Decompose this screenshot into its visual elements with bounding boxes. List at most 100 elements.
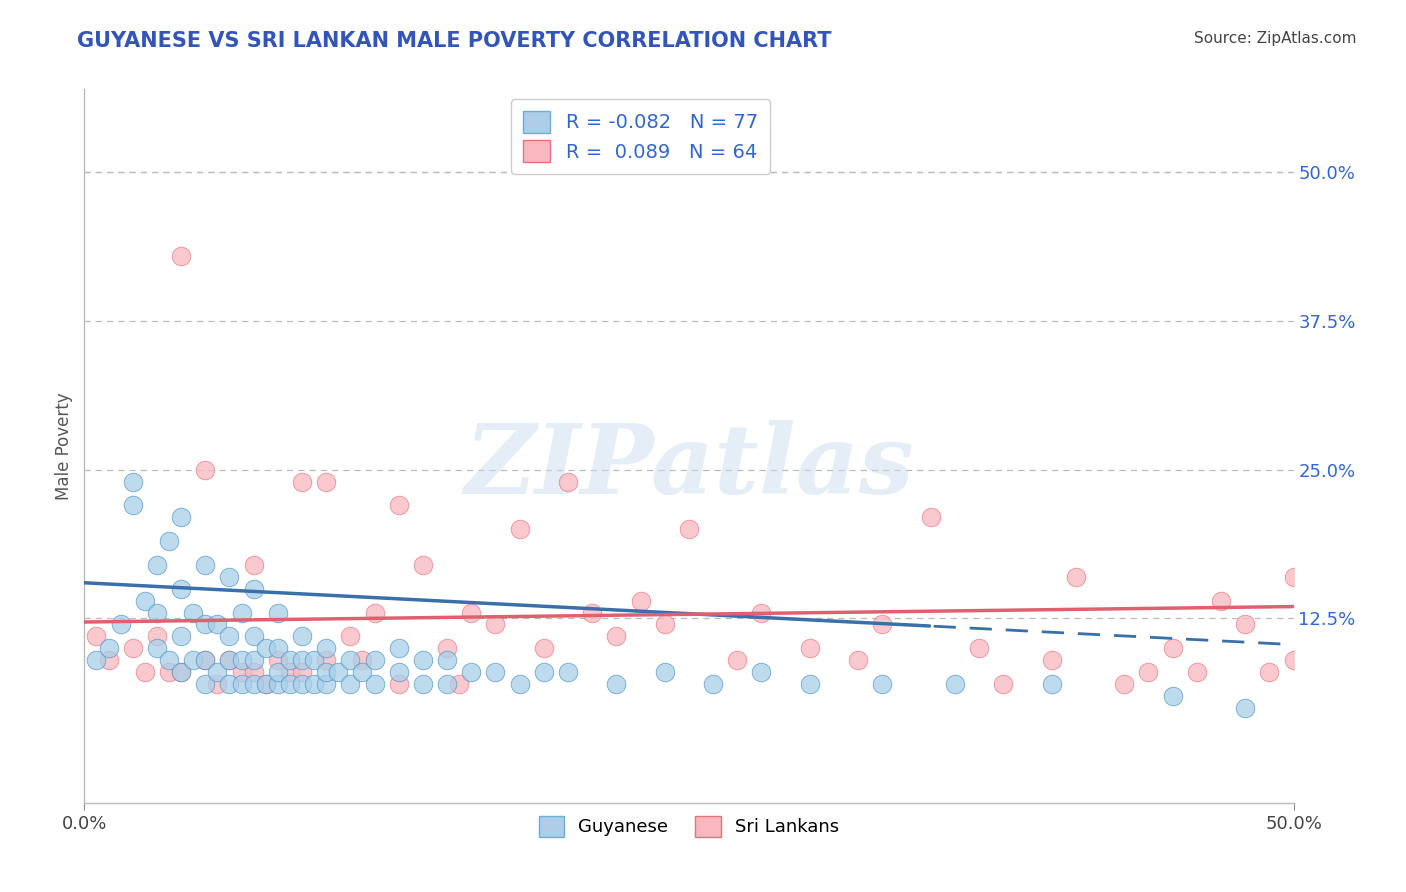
Point xyxy=(1161,689,1184,703)
Point xyxy=(242,558,264,572)
Point xyxy=(751,606,773,620)
Point xyxy=(170,510,193,524)
Point xyxy=(278,677,301,691)
Text: ZIPatlas: ZIPatlas xyxy=(464,420,914,515)
Point xyxy=(302,677,325,691)
Point xyxy=(194,617,217,632)
Point xyxy=(207,677,229,691)
Point xyxy=(1137,665,1160,679)
Point xyxy=(1234,617,1257,632)
Point xyxy=(436,653,458,667)
Point xyxy=(86,653,108,667)
Point xyxy=(134,593,156,607)
Point xyxy=(291,475,314,489)
Point xyxy=(388,677,411,691)
Point xyxy=(267,641,290,656)
Point xyxy=(725,653,748,667)
Point xyxy=(993,677,1015,691)
Point xyxy=(751,665,773,679)
Point xyxy=(231,606,253,620)
Point xyxy=(110,617,132,632)
Point xyxy=(484,617,506,632)
Point xyxy=(605,629,627,643)
Point xyxy=(278,653,301,667)
Point xyxy=(194,653,217,667)
Point xyxy=(194,677,217,691)
Point xyxy=(363,606,385,620)
Point xyxy=(509,522,531,536)
Point xyxy=(242,582,264,596)
Point xyxy=(339,677,361,691)
Point xyxy=(170,665,193,679)
Point xyxy=(533,665,555,679)
Point xyxy=(1306,593,1329,607)
Point xyxy=(121,499,143,513)
Point xyxy=(1185,665,1208,679)
Point xyxy=(278,665,301,679)
Point xyxy=(291,665,314,679)
Point xyxy=(484,665,506,679)
Point xyxy=(267,677,290,691)
Point xyxy=(207,617,229,632)
Point xyxy=(302,653,325,667)
Point xyxy=(460,606,482,620)
Point xyxy=(242,653,264,667)
Point xyxy=(1330,665,1353,679)
Point xyxy=(254,641,277,656)
Point xyxy=(146,629,169,643)
Point xyxy=(170,249,193,263)
Point xyxy=(328,665,350,679)
Point xyxy=(242,665,264,679)
Point xyxy=(218,570,240,584)
Point xyxy=(449,677,471,691)
Point xyxy=(231,665,253,679)
Point xyxy=(181,606,204,620)
Legend: Guyanese, Sri Lankans: Guyanese, Sri Lankans xyxy=(531,808,846,844)
Point xyxy=(967,641,990,656)
Point xyxy=(121,641,143,656)
Point xyxy=(157,665,180,679)
Point xyxy=(315,641,337,656)
Point xyxy=(267,606,290,620)
Point xyxy=(1040,677,1063,691)
Point xyxy=(581,606,603,620)
Point xyxy=(267,653,290,667)
Point xyxy=(920,510,942,524)
Point xyxy=(363,677,385,691)
Point xyxy=(146,641,169,656)
Point xyxy=(557,475,579,489)
Point xyxy=(315,677,337,691)
Point xyxy=(872,677,894,691)
Point xyxy=(170,629,193,643)
Point xyxy=(242,677,264,691)
Point xyxy=(654,665,676,679)
Point xyxy=(315,665,337,679)
Point xyxy=(86,629,108,643)
Point xyxy=(388,499,411,513)
Point xyxy=(509,677,531,691)
Point xyxy=(315,475,337,489)
Point xyxy=(799,677,821,691)
Point xyxy=(363,653,385,667)
Point xyxy=(207,665,229,679)
Point xyxy=(291,653,314,667)
Point xyxy=(1258,665,1281,679)
Point xyxy=(218,629,240,643)
Point xyxy=(181,653,204,667)
Point xyxy=(1161,641,1184,656)
Point xyxy=(267,665,290,679)
Point xyxy=(121,475,143,489)
Point xyxy=(1282,653,1305,667)
Point xyxy=(231,677,253,691)
Point xyxy=(533,641,555,656)
Point xyxy=(678,522,700,536)
Point xyxy=(872,617,894,632)
Point xyxy=(218,677,240,691)
Point xyxy=(291,677,314,691)
Point xyxy=(846,653,869,667)
Point xyxy=(557,665,579,679)
Point xyxy=(702,677,724,691)
Point xyxy=(1379,677,1402,691)
Point xyxy=(157,653,180,667)
Point xyxy=(654,617,676,632)
